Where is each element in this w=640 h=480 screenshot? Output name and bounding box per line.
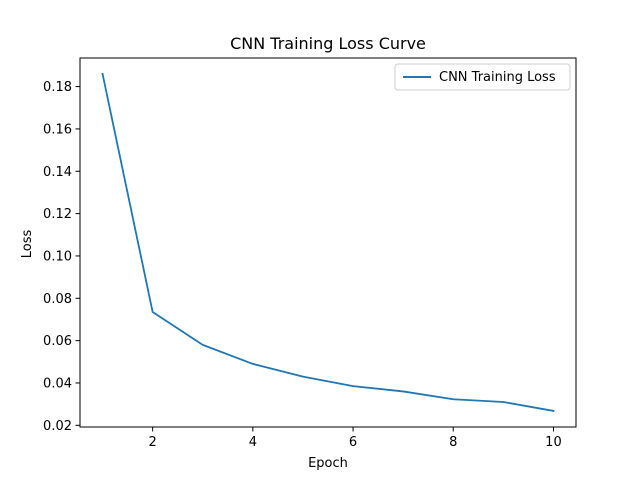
chart-title: CNN Training Loss Curve: [230, 34, 426, 53]
x-tick-label: 8: [449, 435, 457, 450]
y-tick-label: 0.06: [43, 334, 72, 349]
legend: CNN Training Loss: [394, 63, 571, 91]
x-axis-ticks: 2 4 6 8 10: [149, 427, 562, 450]
y-tick-label: 0.10: [43, 249, 72, 264]
plot-area: [80, 58, 576, 427]
y-tick-label: 0.12: [43, 207, 72, 222]
data-point: [553, 410, 555, 412]
data-point: [502, 401, 504, 403]
data-point: [152, 311, 154, 313]
x-tick-label: 2: [149, 435, 157, 450]
data-point: [302, 376, 304, 378]
series-layer: [101, 72, 555, 412]
data-point: [252, 363, 254, 365]
series-line: [101, 72, 555, 412]
y-tick-label: 0.16: [43, 122, 72, 137]
data-point: [202, 344, 204, 346]
data-point: [402, 391, 404, 393]
y-tick-label: 0.14: [43, 165, 72, 180]
data-point: [352, 385, 354, 387]
plot-frame: [79, 57, 577, 428]
data-point: [102, 73, 104, 75]
y-tick-label: 0.04: [43, 376, 72, 391]
x-axis-label: Epoch: [308, 456, 348, 471]
x-tick-label: 4: [249, 435, 257, 450]
y-tick-label: 0.18: [43, 80, 72, 95]
data-point: [452, 398, 454, 400]
y-tick-label: 0.02: [43, 419, 72, 434]
x-tick-label: 10: [545, 435, 562, 450]
y-axis-label: Loss: [20, 230, 35, 259]
legend-box: [394, 63, 571, 91]
x-tick-label: 6: [349, 435, 357, 450]
y-axis-ticks: 0.02 0.04 0.06 0.08 0.10 0.12 0.14 0.16 0.18: [43, 80, 80, 434]
y-tick-label: 0.08: [43, 292, 72, 307]
legend-label: CNN Training Loss: [439, 70, 556, 85]
